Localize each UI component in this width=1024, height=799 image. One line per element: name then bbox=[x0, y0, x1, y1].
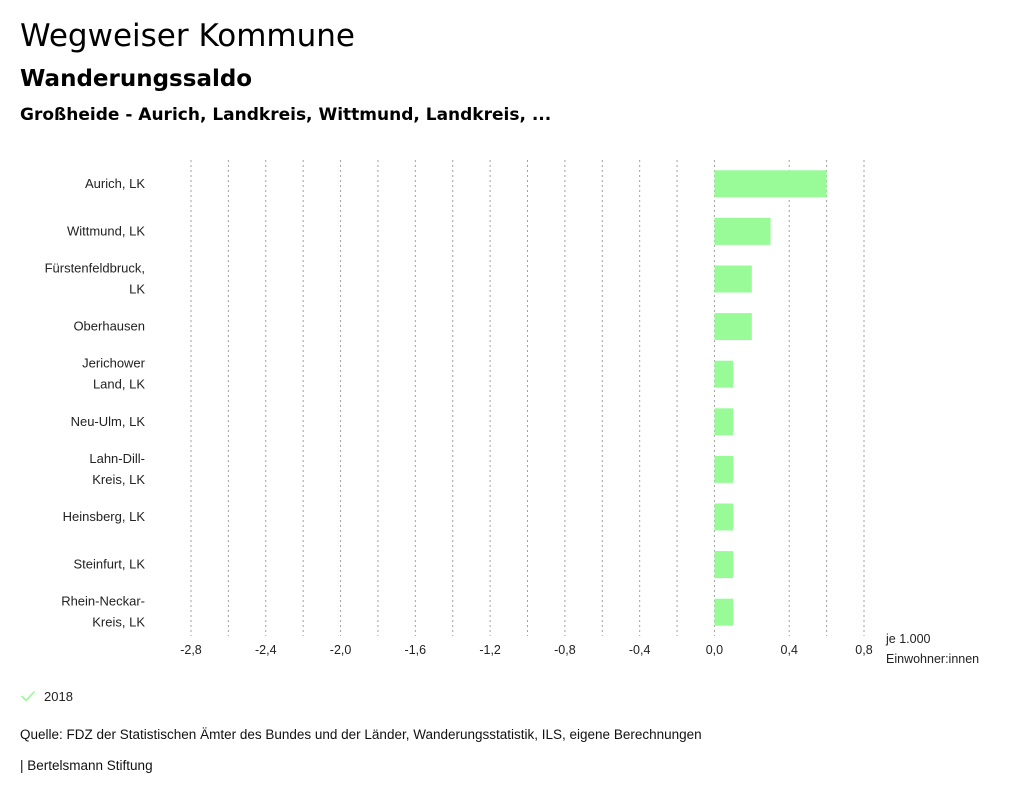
brand-credit: | Bertelsmann Stiftung bbox=[20, 758, 153, 773]
category-label: Lahn-Dill- bbox=[89, 451, 145, 466]
bar[interactable] bbox=[714, 408, 734, 436]
bar[interactable] bbox=[714, 313, 752, 341]
category-label: Kreis, LK bbox=[92, 615, 145, 630]
x-tick-label: -0,4 bbox=[629, 643, 651, 657]
bar[interactable] bbox=[714, 503, 734, 531]
page-title: Wegweiser Kommune bbox=[20, 18, 355, 54]
category-label: Jerichower bbox=[82, 356, 146, 371]
category-labels: Aurich, LK Wittmund, LK Fürstenfeldbruck, L… bbox=[45, 176, 146, 630]
x-tick-label: -2,8 bbox=[180, 643, 202, 657]
x-tick-label: -2,4 bbox=[255, 643, 277, 657]
x-tick-label: 0,0 bbox=[706, 643, 723, 657]
region-label: Großheide - Aurich, Landkreis, Wittmund,… bbox=[20, 105, 552, 125]
category-label: Land, LK bbox=[93, 377, 145, 392]
bar[interactable] bbox=[714, 170, 827, 198]
x-tick-label: -1,2 bbox=[479, 643, 501, 657]
bar[interactable] bbox=[714, 455, 734, 483]
bar[interactable] bbox=[714, 598, 734, 626]
bar[interactable] bbox=[714, 265, 752, 293]
x-tick-label: -2,0 bbox=[330, 643, 352, 657]
bar[interactable] bbox=[714, 217, 771, 245]
x-tick-label: -0,8 bbox=[554, 643, 576, 657]
category-label: Kreis, LK bbox=[92, 472, 145, 487]
bar-series bbox=[714, 170, 827, 626]
x-tick-label: 0,4 bbox=[781, 643, 798, 657]
legend-label: 2018 bbox=[44, 688, 73, 704]
category-label: Rhein-Neckar- bbox=[61, 594, 145, 609]
category-label: Aurich, LK bbox=[85, 176, 145, 191]
unit-label-line-1: je 1.000 bbox=[885, 632, 931, 646]
category-label: Neu-Ulm, LK bbox=[71, 414, 146, 429]
category-label: Wittmund, LK bbox=[67, 223, 145, 238]
x-tick-label: -1,6 bbox=[405, 643, 427, 657]
bar-chart: Aurich, LK Wittmund, LK Fürstenfeldbruck, L… bbox=[45, 160, 979, 666]
source-note: Quelle: FDZ der Statistischen Ämter des … bbox=[20, 727, 702, 742]
legend-item-2018[interactable]: 2018 bbox=[20, 686, 73, 706]
unit-label-line-2: Einwohner:innen bbox=[886, 652, 979, 666]
bar[interactable] bbox=[714, 551, 734, 579]
category-label: Steinfurt, LK bbox=[73, 557, 145, 572]
category-label: Heinsberg, LK bbox=[63, 509, 146, 524]
category-label: Fürstenfeldbruck, bbox=[45, 261, 145, 276]
check-icon bbox=[21, 691, 35, 702]
x-tick-label: 0,8 bbox=[855, 643, 872, 657]
x-tick-labels: -2,8 -2,4 -2,0 -1,6 -1,2 -0,8 -0,4 0,0 0,4 0,8 bbox=[180, 643, 873, 657]
category-label: Oberhausen bbox=[73, 319, 145, 334]
indicator-subtitle: Wanderungssaldo bbox=[20, 66, 253, 92]
bar[interactable] bbox=[714, 360, 734, 388]
category-label: LK bbox=[129, 282, 145, 297]
